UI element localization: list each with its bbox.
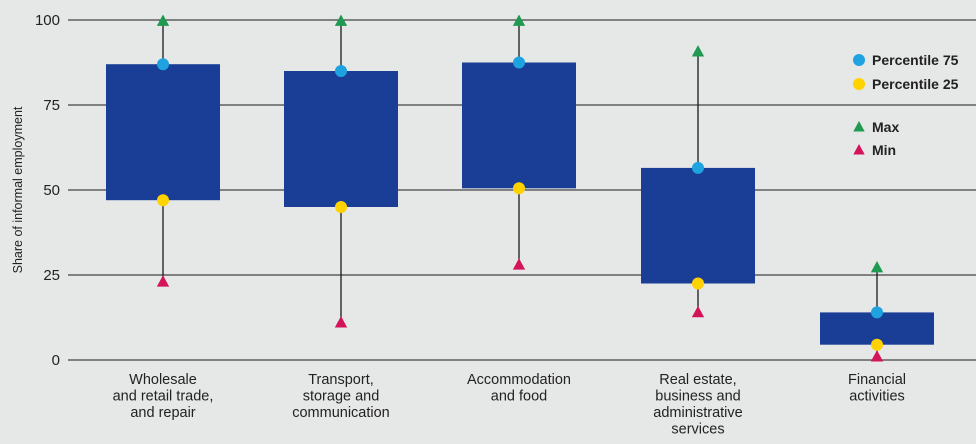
y-axis-title: Share of informal employment <box>11 106 25 273</box>
min-marker-1 <box>334 316 348 328</box>
category-label-line: Accommodation <box>467 372 571 388</box>
p75-marker-3 <box>692 161 704 174</box>
category-label-line: and retail trade, <box>113 389 214 405</box>
category-label-line: communication <box>292 405 390 421</box>
category-label-line: Transport, <box>308 372 374 388</box>
category-label-1: Transport, storage and communication <box>292 372 390 421</box>
min-marker-0 <box>156 275 170 287</box>
p75-marker-4 <box>871 306 883 319</box>
max-marker-2 <box>512 14 526 26</box>
legend-label-0: Percentile 75 <box>872 52 959 68</box>
category-label-line: storage and <box>303 389 380 405</box>
y-tick-label-25: 25 <box>43 267 60 284</box>
max-marker-0 <box>156 14 170 26</box>
category-label-line: activities <box>849 389 905 405</box>
p75-marker-1 <box>335 65 347 77</box>
markers <box>156 14 884 362</box>
category-label-line: and food <box>491 389 547 405</box>
category-label-line: administrative <box>653 405 742 421</box>
category-label-line: business and <box>655 389 740 405</box>
box-0 <box>106 64 220 201</box>
p25-marker-1 <box>335 201 347 213</box>
box-3 <box>641 167 755 284</box>
max-marker-1 <box>334 14 348 26</box>
y-tick-label-100: 100 <box>35 12 60 29</box>
category-label-line: Real estate, <box>659 372 736 388</box>
category-label-line: Financial <box>848 372 906 388</box>
category-label-line: services <box>671 422 724 438</box>
p25-marker-2 <box>513 182 525 195</box>
legend-label-3: Min <box>872 142 896 158</box>
category-label-3: Real estate, business and administrative se… <box>653 372 742 438</box>
y-tick-label-0: 0 <box>52 352 60 369</box>
legend-marker-2 <box>853 121 865 132</box>
p75-marker-2 <box>513 56 525 69</box>
box-2 <box>462 62 576 189</box>
boxes <box>106 62 934 345</box>
category-label-line: Wholesale <box>129 372 197 388</box>
legend: Percentile 75 Percentile 25 Max Min <box>853 52 959 158</box>
min-marker-2 <box>512 258 526 270</box>
p25-marker-4 <box>871 338 883 351</box>
legend-marker-0 <box>853 54 865 66</box>
category-label-2: Accommodation and food <box>467 372 571 405</box>
y-tick-labels: 0 25 50 75 100 <box>35 12 60 369</box>
category-labels: Wholesale and retail trade, and repair Tran… <box>113 372 906 438</box>
p75-marker-0 <box>157 58 169 71</box>
max-marker-4 <box>870 261 884 273</box>
legend-marker-3 <box>853 144 865 155</box>
p25-marker-0 <box>157 194 169 207</box>
max-marker-3 <box>691 45 705 57</box>
legend-label-2: Max <box>872 119 899 135</box>
category-label-4: Financial activities <box>848 372 906 405</box>
y-tick-label-75: 75 <box>43 97 60 114</box>
legend-label-1: Percentile 25 <box>872 76 959 92</box>
box-1 <box>284 71 398 207</box>
y-tick-label-50: 50 <box>43 182 60 199</box>
category-label-line: and repair <box>130 405 195 421</box>
min-marker-4 <box>870 350 884 362</box>
p25-marker-3 <box>692 277 704 290</box>
legend-marker-1 <box>853 78 865 90</box>
min-marker-3 <box>691 305 705 318</box>
category-label-0: Wholesale and retail trade, and repair <box>113 372 214 421</box>
